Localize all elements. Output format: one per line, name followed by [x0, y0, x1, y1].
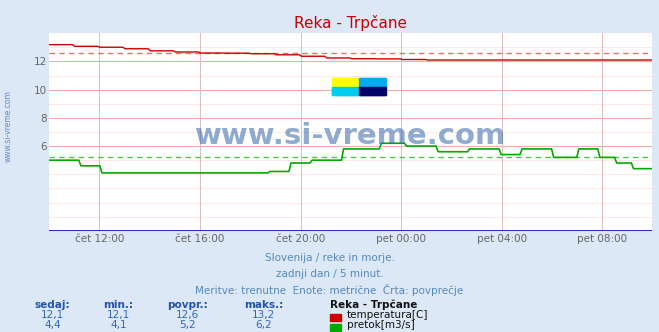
- Bar: [331, 87, 358, 95]
- Text: 5,2: 5,2: [179, 320, 196, 330]
- FancyBboxPatch shape: [358, 78, 385, 87]
- Text: povpr.:: povpr.:: [167, 300, 208, 310]
- Bar: [331, 78, 358, 87]
- Title: Reka - Trpčane: Reka - Trpčane: [295, 15, 407, 31]
- Text: 4,4: 4,4: [44, 320, 61, 330]
- Text: 12,6: 12,6: [176, 310, 200, 320]
- FancyBboxPatch shape: [358, 87, 385, 95]
- FancyBboxPatch shape: [331, 87, 357, 95]
- Text: Reka - Trpčane: Reka - Trpčane: [330, 299, 417, 310]
- Text: 6,2: 6,2: [255, 320, 272, 330]
- Text: temperatura[C]: temperatura[C]: [347, 310, 428, 320]
- Text: www.si-vreme.com: www.si-vreme.com: [3, 90, 13, 162]
- Text: maks.:: maks.:: [244, 300, 283, 310]
- Text: 4,1: 4,1: [110, 320, 127, 330]
- FancyBboxPatch shape: [331, 78, 357, 87]
- Bar: [358, 87, 386, 95]
- Text: sedaj:: sedaj:: [35, 300, 71, 310]
- Text: zadnji dan / 5 minut.: zadnji dan / 5 minut.: [275, 269, 384, 279]
- Text: 13,2: 13,2: [252, 310, 275, 320]
- Text: pretok[m3/s]: pretok[m3/s]: [347, 320, 415, 330]
- Bar: [358, 78, 386, 87]
- Text: Slovenija / reke in morje.: Slovenija / reke in morje.: [264, 253, 395, 263]
- Text: min.:: min.:: [103, 300, 134, 310]
- Text: 12,1: 12,1: [41, 310, 65, 320]
- Text: Meritve: trenutne  Enote: metrične  Črta: povprečje: Meritve: trenutne Enote: metrične Črta: …: [195, 284, 464, 296]
- Text: www.si-vreme.com: www.si-vreme.com: [195, 122, 507, 150]
- Text: 12,1: 12,1: [107, 310, 130, 320]
